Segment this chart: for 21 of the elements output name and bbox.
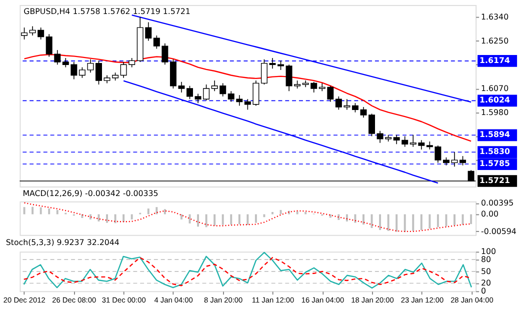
ref-line-label: 1.6174	[480, 56, 510, 65]
ref-line-label: 1.5894	[480, 130, 510, 140]
chart-title: GBPUSD,H4 1.5758 1.5762 1.5719 1.5721	[24, 6, 190, 16]
y-tick-label: 1.6340	[481, 12, 509, 22]
y-tick-label: 1.6070	[481, 84, 509, 93]
y-tick-label: 100	[481, 247, 496, 256]
y-tick-label: 80	[481, 255, 492, 264]
y-tick-label: 0.00	[481, 210, 499, 219]
y-tick-label: 0.00395	[481, 198, 514, 208]
y-tick-label: -0.00594	[481, 226, 516, 236]
chart-title: MACD(12,26,9) -0.00342 -0.00335	[22, 189, 158, 198]
y-tick-label: 20	[481, 278, 492, 288]
y-tick-label: 1.5980	[481, 108, 509, 117]
ref-line-label: 1.5721	[480, 176, 510, 185]
chart-title: Stoch(5,3,3) 9.9237 32.2044	[6, 238, 120, 247]
y-tick-label: 0	[481, 286, 486, 296]
ref-line-label: 1.5830	[480, 147, 510, 156]
ref-line-label: 1.6024	[480, 96, 510, 105]
ref-line-label: 1.5785	[480, 159, 510, 168]
y-tick-label: 1.6250	[481, 36, 509, 46]
y-tick-label: 50	[481, 266, 492, 276]
